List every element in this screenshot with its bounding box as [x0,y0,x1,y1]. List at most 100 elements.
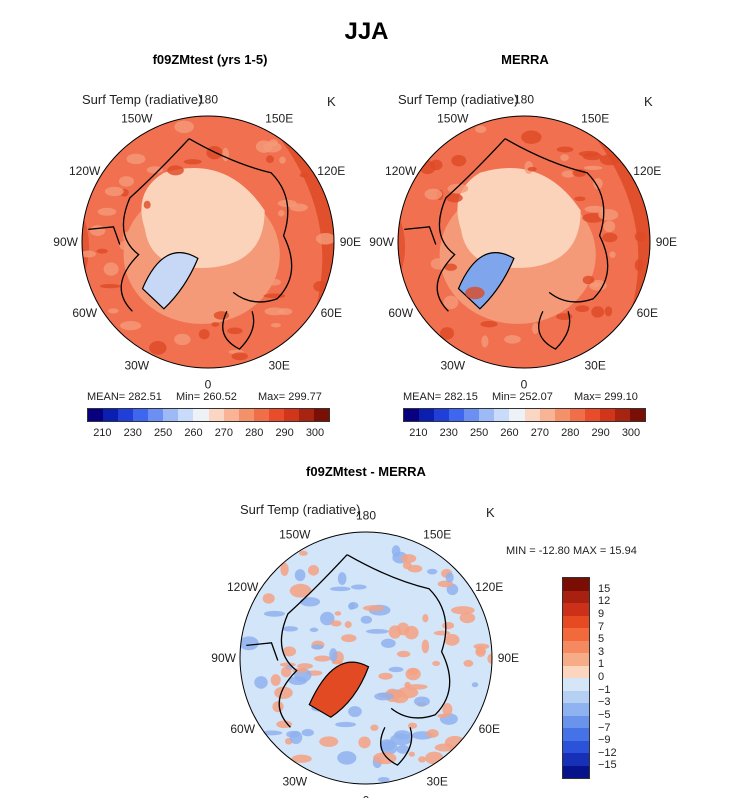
temperature-speckle [174,120,194,134]
colorbar-swatch [88,409,104,421]
temperature-speckle [578,150,600,157]
colorbar-swatch [563,640,589,653]
temperature-speckle [103,262,119,276]
colorbar-swatch [563,753,589,766]
longitude-label: 0 [205,377,212,391]
difference-blotch [374,692,394,701]
difference-blotch [337,751,357,765]
difference-blotch [414,696,430,707]
colorbar-level-label: −5 [598,708,611,721]
difference-blotch [329,648,338,662]
temperature-speckle [481,335,489,348]
temperature-speckle [122,231,135,244]
panel-3-units: K [486,505,495,520]
temperature-speckle [604,306,613,317]
colorbar-swatch [554,409,570,421]
temperature-speckle [268,139,279,147]
colorbar-swatch [539,409,555,421]
difference-blotch [348,602,355,610]
colorbar-level-label: 1 [598,658,605,671]
colorbar-tick-label: 290 [275,427,294,439]
colorbar-swatch [563,740,589,753]
colorbar-swatch [494,409,510,421]
difference-blotch [289,730,303,744]
longitude-label: 120W [385,164,417,178]
colorbar-swatch [563,653,589,666]
colorbar-tick-label: 270 [530,427,550,439]
colorbar-swatch [163,409,179,421]
longitude-label: 60W [72,306,97,320]
difference-blotch [291,754,312,763]
colorbar-swatch [629,409,645,421]
difference-blotch [380,638,396,649]
temperature-speckle [119,240,129,250]
coastlines [88,138,293,350]
panel-2-colorbar [403,408,646,422]
temperature-speckle [211,322,220,327]
difference-blotch [311,644,324,650]
difference-blotch [421,639,430,654]
difference-blotch [444,633,460,646]
difference-blotch [422,614,429,623]
difference-blotch [377,776,390,783]
colorbar-tick-label: 230 [123,427,142,439]
temperature-speckle [440,327,455,340]
temperature-speckle [575,305,590,313]
panel-2-units: K [644,94,653,109]
temperature-speckle [591,306,605,318]
temperature-speckle [521,130,542,144]
difference-blotch [358,736,371,749]
temperature-speckle [480,320,498,328]
temperature-speckle [174,333,191,346]
longitude-label: 30W [282,774,307,788]
colorbar-level-label: 12 [598,595,611,608]
temperature-speckle [531,322,539,335]
main-title: JJA [344,18,389,45]
temperature-speckle [231,352,248,361]
temperature-speckle [556,146,574,153]
difference-blotch [396,650,411,658]
colorbar-tick-label: 300 [621,427,641,439]
colorbar-swatch [193,409,209,421]
difference-blotch [442,621,455,630]
temperature-speckle [609,251,616,258]
difference-blotch [370,724,379,731]
difference-blotch [289,583,312,598]
colorbar-swatch [563,590,589,603]
longitude-label: 120E [633,164,661,178]
colorbar-swatch [563,615,589,628]
difference-blotch [432,660,441,667]
colorbar-swatch [449,409,465,421]
difference-blotch [434,743,455,752]
temperature-speckle [475,125,487,134]
temperature-speckle [504,335,521,344]
difference-blotch [307,565,320,576]
temperature-speckle [266,278,281,286]
difference-blotch [280,666,292,678]
longitude-label: 60E [479,722,500,736]
panel-1-variable: Surf Temp (radiative) [82,92,203,107]
arctic-ocean-region [141,167,265,268]
difference-blotch [365,629,389,634]
temperature-speckle [589,282,601,288]
difference-blotch [442,702,453,717]
colorbar-swatch [434,409,450,421]
difference-blotch [294,569,306,582]
colorbar-swatch [238,409,254,421]
panel-3-colorbar [562,577,590,779]
coastlines [404,138,609,350]
difference-blotch [334,611,342,616]
difference-blotch [320,611,335,626]
temperature-speckle [634,259,644,272]
colorbar-level-label: −1 [598,683,611,696]
colorbar-level-label: −7 [598,721,611,734]
colorbar-tick-label: 260 [500,427,519,439]
map-boundary [81,115,335,369]
longitude-label: 150W [437,112,469,126]
colorbar-swatch [563,665,589,678]
panel-3-title: f09ZMtest - MERRA [306,464,426,479]
temperature-speckle [118,176,134,187]
colorbar-tick-label: 300 [305,427,325,439]
difference-blotch [433,630,451,636]
difference-blotch [391,545,401,558]
